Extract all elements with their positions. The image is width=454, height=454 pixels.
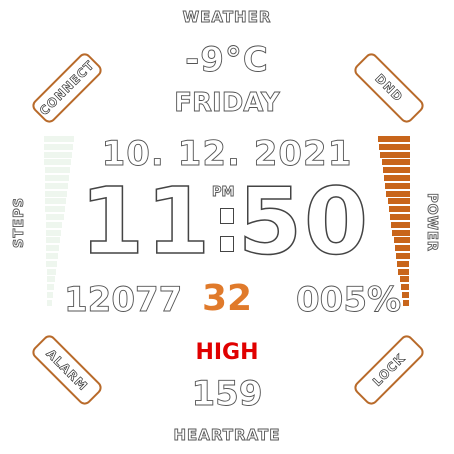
steps-bar-segment: [45, 206, 65, 213]
steps-bar-segment: [47, 292, 53, 298]
steps-value: 12077: [64, 280, 183, 321]
steps-bar-segment: [45, 214, 64, 220]
time-hours: 11: [79, 168, 213, 275]
steps-bar-segment: [47, 299, 52, 306]
steps-bar-segment: [46, 260, 58, 267]
power-bar-segment: [378, 136, 411, 142]
steps-bar-segment: [44, 182, 68, 189]
steps-bar-segment: [44, 143, 73, 150]
power-bar-segment: [380, 151, 411, 158]
power-bar-segment: [394, 245, 410, 252]
power-bar-segment: [382, 167, 411, 174]
power-label: POWER: [423, 193, 439, 253]
steps-bar-segment: [44, 167, 70, 174]
power-bar-segment: [387, 198, 410, 205]
power-bar-segment: [384, 175, 411, 181]
power-bar-segment: [399, 276, 410, 283]
date: 10. 12. 2021: [101, 134, 353, 175]
power-bar-segment: [381, 159, 411, 166]
power-bar-segment: [402, 292, 410, 298]
power-bar-segment: [403, 299, 410, 306]
power-bar-segment: [388, 206, 410, 213]
steps-bar-segment: [45, 198, 66, 205]
steps-bar-segment: [44, 151, 72, 158]
power-bar-segment: [397, 260, 410, 267]
power-bar-segment: [385, 182, 411, 189]
power-bar-segment: [390, 214, 410, 220]
power-bar-segment: [392, 229, 410, 236]
power-bar-segment: [379, 143, 411, 150]
power-bar-segment: [400, 284, 410, 291]
steps-bar-segment: [45, 229, 62, 236]
ampm-indicator: PM: [212, 185, 235, 201]
colon-dot-bottom: [220, 236, 234, 252]
steps-bar-segment: [45, 221, 63, 228]
weather-label: WEATHER: [182, 8, 272, 27]
temperature-value[interactable]: -9°C: [185, 40, 269, 81]
power-bar-segment: [398, 268, 410, 275]
power-bar-segment: [393, 237, 410, 244]
power-value: 005%: [296, 280, 402, 321]
colon-dot-top: [220, 208, 234, 224]
steps-bar-segment: [46, 284, 55, 291]
center-value: 32: [201, 278, 253, 319]
steps-bar-segment: [44, 136, 74, 142]
steps-bar-segment: [45, 190, 67, 197]
steps-bar-segment: [45, 237, 61, 244]
time-minutes: 50: [237, 168, 371, 275]
steps-bar-segment: [46, 268, 57, 275]
steps-bar-segment: [44, 159, 71, 166]
power-bar-segment: [386, 190, 410, 197]
power-bar-segment: [391, 221, 410, 228]
steps-bar-segment: [46, 245, 60, 252]
heartrate-status: HIGH: [195, 340, 259, 365]
heartrate-label: HEARTRATE: [173, 426, 281, 445]
steps-bar-segment: [46, 253, 59, 259]
heartrate-value[interactable]: 159: [191, 374, 263, 415]
weekday: FRIDAY: [174, 88, 280, 119]
steps-label: STEPS: [12, 196, 28, 249]
steps-bar-segment: [46, 276, 56, 283]
power-bar-segment: [396, 253, 410, 259]
steps-bar-segment: [44, 175, 69, 181]
